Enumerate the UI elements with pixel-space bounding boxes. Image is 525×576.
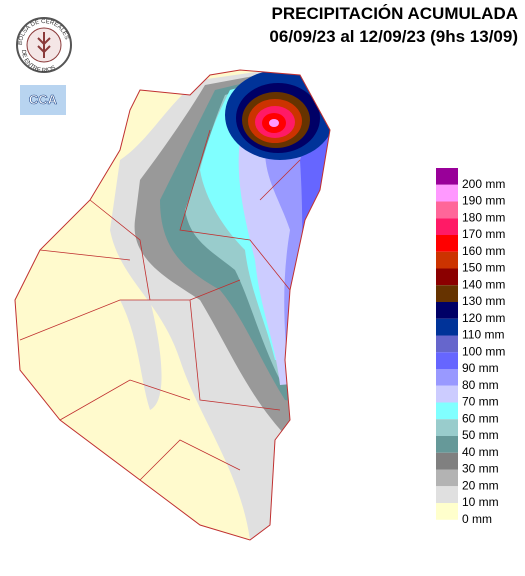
legend-swatch: [436, 419, 458, 436]
legend-swatch: [436, 218, 458, 235]
legend-swatch: [436, 318, 458, 336]
title: PRECIPITACIÓN ACUMULADA: [272, 4, 519, 23]
legend-swatch: [436, 268, 458, 286]
subtitle: 06/09/23 al 12/09/23 (9hs 13/09): [269, 27, 518, 46]
legend-label: 40 mm: [462, 445, 499, 459]
legend-swatch: [436, 285, 458, 302]
logo-text: CCA: [29, 92, 58, 107]
legend-swatch: [436, 184, 458, 202]
legend-swatch: [436, 486, 458, 503]
legend-label: 140 mm: [462, 277, 505, 291]
legend-label: 30 mm: [462, 462, 499, 476]
legend-swatch: [436, 168, 458, 185]
legend-label: 130 mm: [462, 294, 505, 308]
legend-label: 80 mm: [462, 378, 499, 392]
legend-swatch: [436, 469, 458, 487]
legend-swatch: [436, 352, 458, 369]
legend-label: 170 mm: [462, 227, 505, 241]
legend-label: 0 mm: [462, 512, 492, 526]
legend-swatch: [436, 503, 458, 520]
legend-label: 10 mm: [462, 495, 499, 509]
legend-label: 200 mm: [462, 177, 505, 191]
legend-label: 20 mm: [462, 478, 499, 492]
legend-swatch: [436, 385, 458, 403]
legend-label: 150 mm: [462, 261, 505, 275]
legend-swatch: [436, 452, 458, 470]
legend-label: 110 mm: [462, 328, 504, 342]
legend-label: 50 mm: [462, 428, 499, 442]
legend-label: 180 mm: [462, 210, 505, 224]
legend-label: 70 mm: [462, 395, 499, 409]
bolsa-logo: BOLSA DE CEREALES DE ENTRE RIOS: [16, 17, 72, 74]
legend-swatch: [436, 335, 458, 353]
legend-swatch: [436, 369, 458, 386]
legend-swatch: [436, 235, 458, 252]
legend-swatch: [436, 201, 458, 219]
legend-label: 120 mm: [462, 311, 505, 325]
province-outline: [14, 69, 331, 541]
legend-label: 90 mm: [462, 361, 499, 375]
cca-logo: CCA: [20, 85, 66, 115]
legend: 200 mm 190 mm 180 mm 170 mm 160 mm 150 mm 140 …: [436, 168, 505, 526]
legend-label: 60 mm: [462, 411, 499, 425]
legend-label: 190 mm: [462, 194, 505, 208]
legend-label: 160 mm: [462, 244, 505, 258]
legend-swatch: [436, 436, 458, 453]
legend-label: 100 mm: [462, 344, 505, 358]
legend-swatch: [436, 251, 458, 269]
legend-swatch: [436, 402, 458, 420]
legend-swatch: [436, 302, 458, 319]
